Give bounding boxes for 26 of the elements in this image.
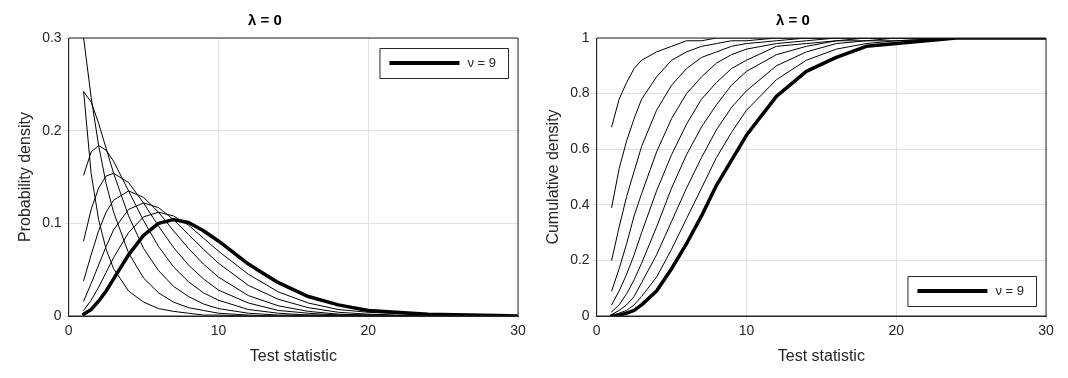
y-axis-title: Probability density: [16, 112, 34, 242]
x-tick-label: 0: [64, 322, 73, 339]
y-tick-label: 0: [581, 306, 590, 323]
x-tick-label: 0: [592, 322, 601, 339]
chart-title: λ = 0: [248, 11, 282, 29]
y-tick-label: 0.1: [42, 214, 62, 231]
x-axis-title: Test statistic: [777, 346, 865, 364]
x-tick-label: 10: [738, 322, 755, 339]
x-tick-label: 30: [1038, 322, 1054, 339]
chart-title: λ = 0: [776, 11, 810, 29]
y-tick-label: 0.2: [42, 121, 62, 138]
x-tick-label: 30: [510, 322, 526, 339]
x-tick-label: 20: [888, 322, 905, 339]
x-tick-label: 20: [360, 322, 377, 339]
text: ν = 9: [467, 54, 496, 70]
y-tick-label: 0.2: [570, 251, 590, 268]
y-tick-label: 0.3: [42, 28, 62, 45]
y-tick-label: 0.6: [570, 140, 590, 157]
x-axis-title: Test statistic: [249, 346, 337, 364]
y-tick-label: 0: [53, 306, 62, 323]
y-tick-label: 0.8: [570, 84, 590, 101]
x-tick-label: 10: [210, 322, 227, 339]
y-axis-title: Cumulative density: [544, 109, 562, 245]
text: ν = 9: [995, 282, 1024, 298]
y-tick-label: 0.4: [570, 195, 590, 212]
y-tick-label: 1: [581, 28, 590, 45]
